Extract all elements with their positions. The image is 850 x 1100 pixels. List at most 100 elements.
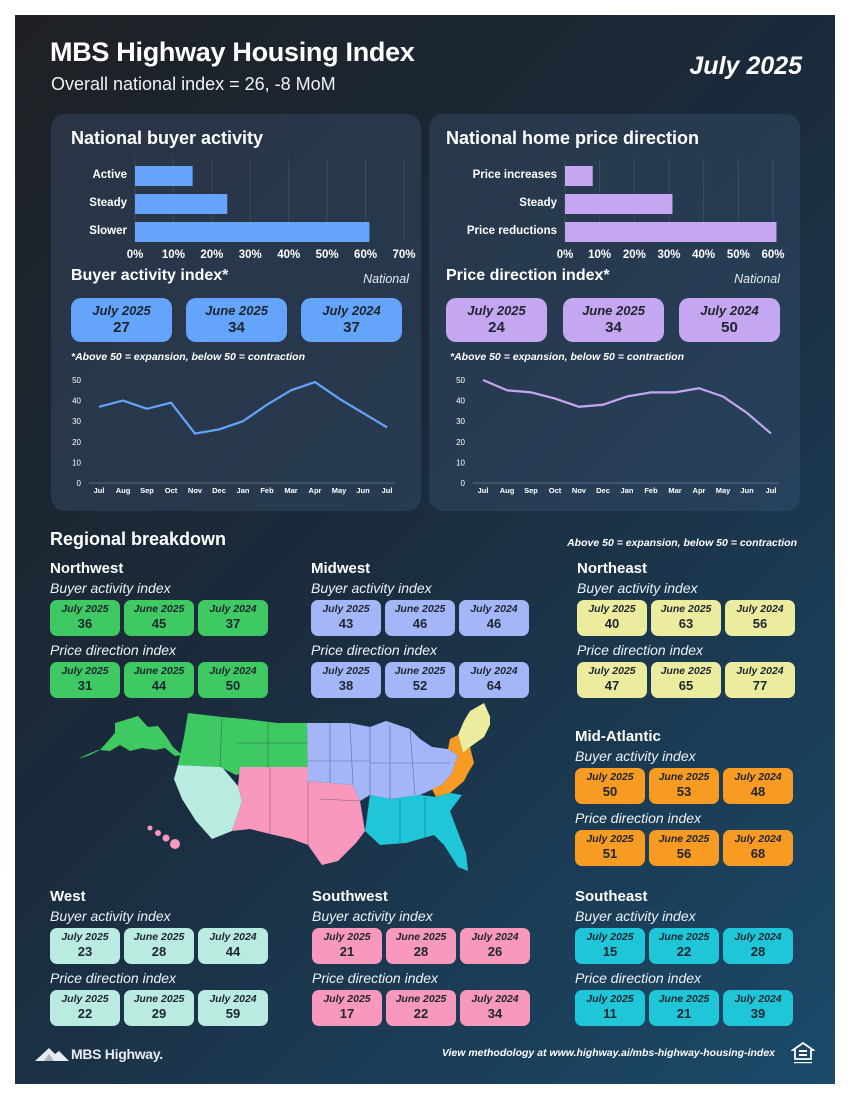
x-tick-label: Jul [94, 486, 105, 495]
index-period: July 2024 [209, 931, 257, 943]
buyer-index-box: July 2025 40 [577, 600, 647, 636]
x-tick-label: 40% [692, 249, 715, 261]
index-period: June 2025 [133, 993, 185, 1005]
index-period: June 2025 [133, 665, 185, 677]
x-tick-label: 50% [316, 249, 339, 261]
price-direction-line-chart: 0 10 20 30 40 50 Jul Aug Sep Oct Nov Dec Jan Feb Mar Ap… [456, 376, 779, 495]
buyer-index-box: July 2025 36 [50, 600, 120, 636]
price-index-box: June 2025 34 [563, 298, 664, 342]
index-period: June 2025 [133, 931, 185, 943]
index-period: June 2025 [658, 833, 710, 845]
price-index-label: Price direction index [50, 642, 177, 658]
index-period: July 2024 [734, 931, 782, 943]
index-period: July 2025 [323, 931, 371, 943]
index-value: 47 [604, 678, 620, 693]
index-period: June 2025 [658, 993, 710, 1005]
index-period: July 2025 [586, 931, 634, 943]
index-period: June 2025 [394, 665, 446, 677]
index-value: 56 [676, 846, 692, 861]
x-tick-label: Apr [693, 486, 706, 495]
index-period: July 2024 [734, 993, 782, 1005]
x-tick-label: Mar [668, 486, 681, 495]
price-index-box: July 2024 68 [723, 830, 793, 866]
methodology-link[interactable]: View methodology at www.highway.ai/mbs-h… [441, 1047, 775, 1059]
x-tick-label: 10% [162, 249, 185, 261]
price-index-box: June 2025 22 [386, 990, 456, 1026]
buyer-index-box: June 2025 28 [124, 928, 194, 964]
price-index-box: June 2025 21 [649, 990, 719, 1026]
index-period: July 2024 [209, 665, 257, 677]
index-value: 23 [77, 944, 93, 959]
buyer-national-label: National [363, 272, 409, 286]
index-period: July 2025 [61, 931, 109, 943]
x-tick-label: 70% [392, 249, 415, 261]
index-period: June 2025 [658, 931, 710, 943]
index-period: June 2025 [133, 603, 185, 615]
x-tick-label: May [716, 486, 731, 495]
buyer-index-box: June 2025 63 [651, 600, 721, 636]
buyer-index-box: July 2025 27 [71, 298, 172, 342]
buyer-index-box: June 2025 28 [386, 928, 456, 964]
index-value: 15 [602, 944, 618, 959]
regional-note: Above 50 = expansion, below 50 = contrac… [567, 537, 797, 549]
index-value: 53 [676, 784, 692, 799]
x-tick-label: 60% [354, 249, 377, 261]
index-value: 17 [339, 1006, 355, 1021]
index-period: July 2025 [322, 603, 370, 615]
buyer-index-box: July 2024 26 [460, 928, 530, 964]
index-value: 28 [151, 944, 167, 959]
category-label: Price reductions [467, 225, 557, 237]
region-northeast: Northeast Buyer activity index Price direc… [577, 560, 817, 720]
buyer-index-box: July 2024 48 [723, 768, 793, 804]
y-tick-label: 30 [72, 417, 81, 426]
index-value: 46 [486, 616, 502, 631]
index-value: 26 [487, 944, 503, 959]
price-index-box: June 2025 56 [649, 830, 719, 866]
price-direction-panel: National home price direction 0% 10% 20% 30… [429, 114, 800, 511]
index-value: 52 [412, 678, 428, 693]
region-name: West [50, 888, 86, 905]
x-tick-label: 0% [127, 249, 144, 261]
buyer-index-box: July 2025 43 [311, 600, 381, 636]
index-value: 50 [602, 784, 618, 799]
region-northwest: Northwest Buyer activity index Price direc… [50, 560, 290, 720]
price-panel-title: National home price direction [446, 128, 700, 148]
page-subtitle: Overall national index = 26, -8 MoM [51, 74, 336, 94]
x-tick-label: Jan [237, 486, 250, 495]
mountain-logo-icon [35, 1048, 69, 1061]
buyer-index-title: Buyer activity index* [71, 267, 229, 284]
index-value: 44 [151, 678, 167, 693]
index-value: 22 [77, 1006, 93, 1021]
price-index-box: July 2024 59 [198, 990, 268, 1026]
region-name: Midwest [311, 560, 371, 577]
index-value: 48 [750, 784, 766, 799]
index-period: July 2024 [209, 603, 257, 615]
index-period: June 2025 [395, 931, 447, 943]
index-period: July 2024 [470, 603, 518, 615]
buyer-index-label: Buyer activity index [312, 908, 433, 924]
map-region-southeast [365, 793, 468, 871]
x-tick-label: 50% [727, 249, 750, 261]
price-index-box: July 2025 22 [50, 990, 120, 1026]
index-period: June 2025 [582, 303, 645, 318]
index-period: July 2025 [586, 771, 634, 783]
x-tick-label: Dec [212, 486, 226, 495]
series-line [482, 378, 772, 435]
x-tick-label: Jul [382, 486, 393, 495]
index-value: 22 [413, 1006, 429, 1021]
us-region-map [78, 703, 490, 871]
price-index-box: June 2025 52 [385, 662, 455, 698]
index-value: 51 [602, 846, 618, 861]
buyer-index-label: Buyer activity index [311, 580, 432, 596]
map-region-midatlantic [432, 735, 474, 797]
price-national-label: National [734, 272, 780, 286]
index-period: June 2025 [395, 993, 447, 1005]
buyer-index-box: July 2024 44 [198, 928, 268, 964]
price-index-box: July 2025 47 [577, 662, 647, 698]
buyer-index-box: June 2025 45 [124, 600, 194, 636]
x-tick-label: 20% [623, 249, 646, 261]
bar [565, 194, 673, 214]
y-tick-label: 30 [456, 417, 465, 426]
bar [565, 222, 777, 242]
x-tick-label: 10% [588, 249, 611, 261]
